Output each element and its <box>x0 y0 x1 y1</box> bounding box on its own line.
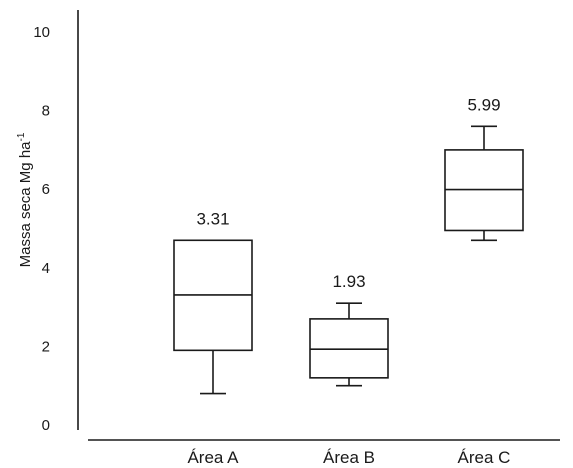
median-value-label: 5.99 <box>467 95 500 114</box>
box-3: 5.99 <box>444 95 524 242</box>
category-label: Área C <box>458 448 511 467</box>
category-label: Área B <box>323 448 375 467</box>
y-axis-title: Massa seca Mg ha-1 <box>16 132 34 267</box>
boxes-group: 3.31 1.93 5.99 <box>173 95 524 395</box>
box-1: 3.31 <box>173 209 253 395</box>
median-value-label: 3.31 <box>196 209 229 228</box>
y-tick-label: 4 <box>42 260 50 277</box>
y-tick-label: 6 <box>42 181 50 198</box>
y-tick-label: 10 <box>33 24 50 41</box>
category-label: Área A <box>187 448 239 467</box>
median-value-label: 1.93 <box>332 272 365 291</box>
y-tick-label: 8 <box>42 103 50 120</box>
y-tick-labels: 0 2 4 6 8 10 <box>33 24 50 434</box>
box-2: 1.93 <box>309 272 389 387</box>
y-tick-label: 0 <box>42 417 50 434</box>
y-tick-label: 2 <box>42 338 50 355</box>
category-labels: Área A Área B Área C <box>187 448 510 467</box>
